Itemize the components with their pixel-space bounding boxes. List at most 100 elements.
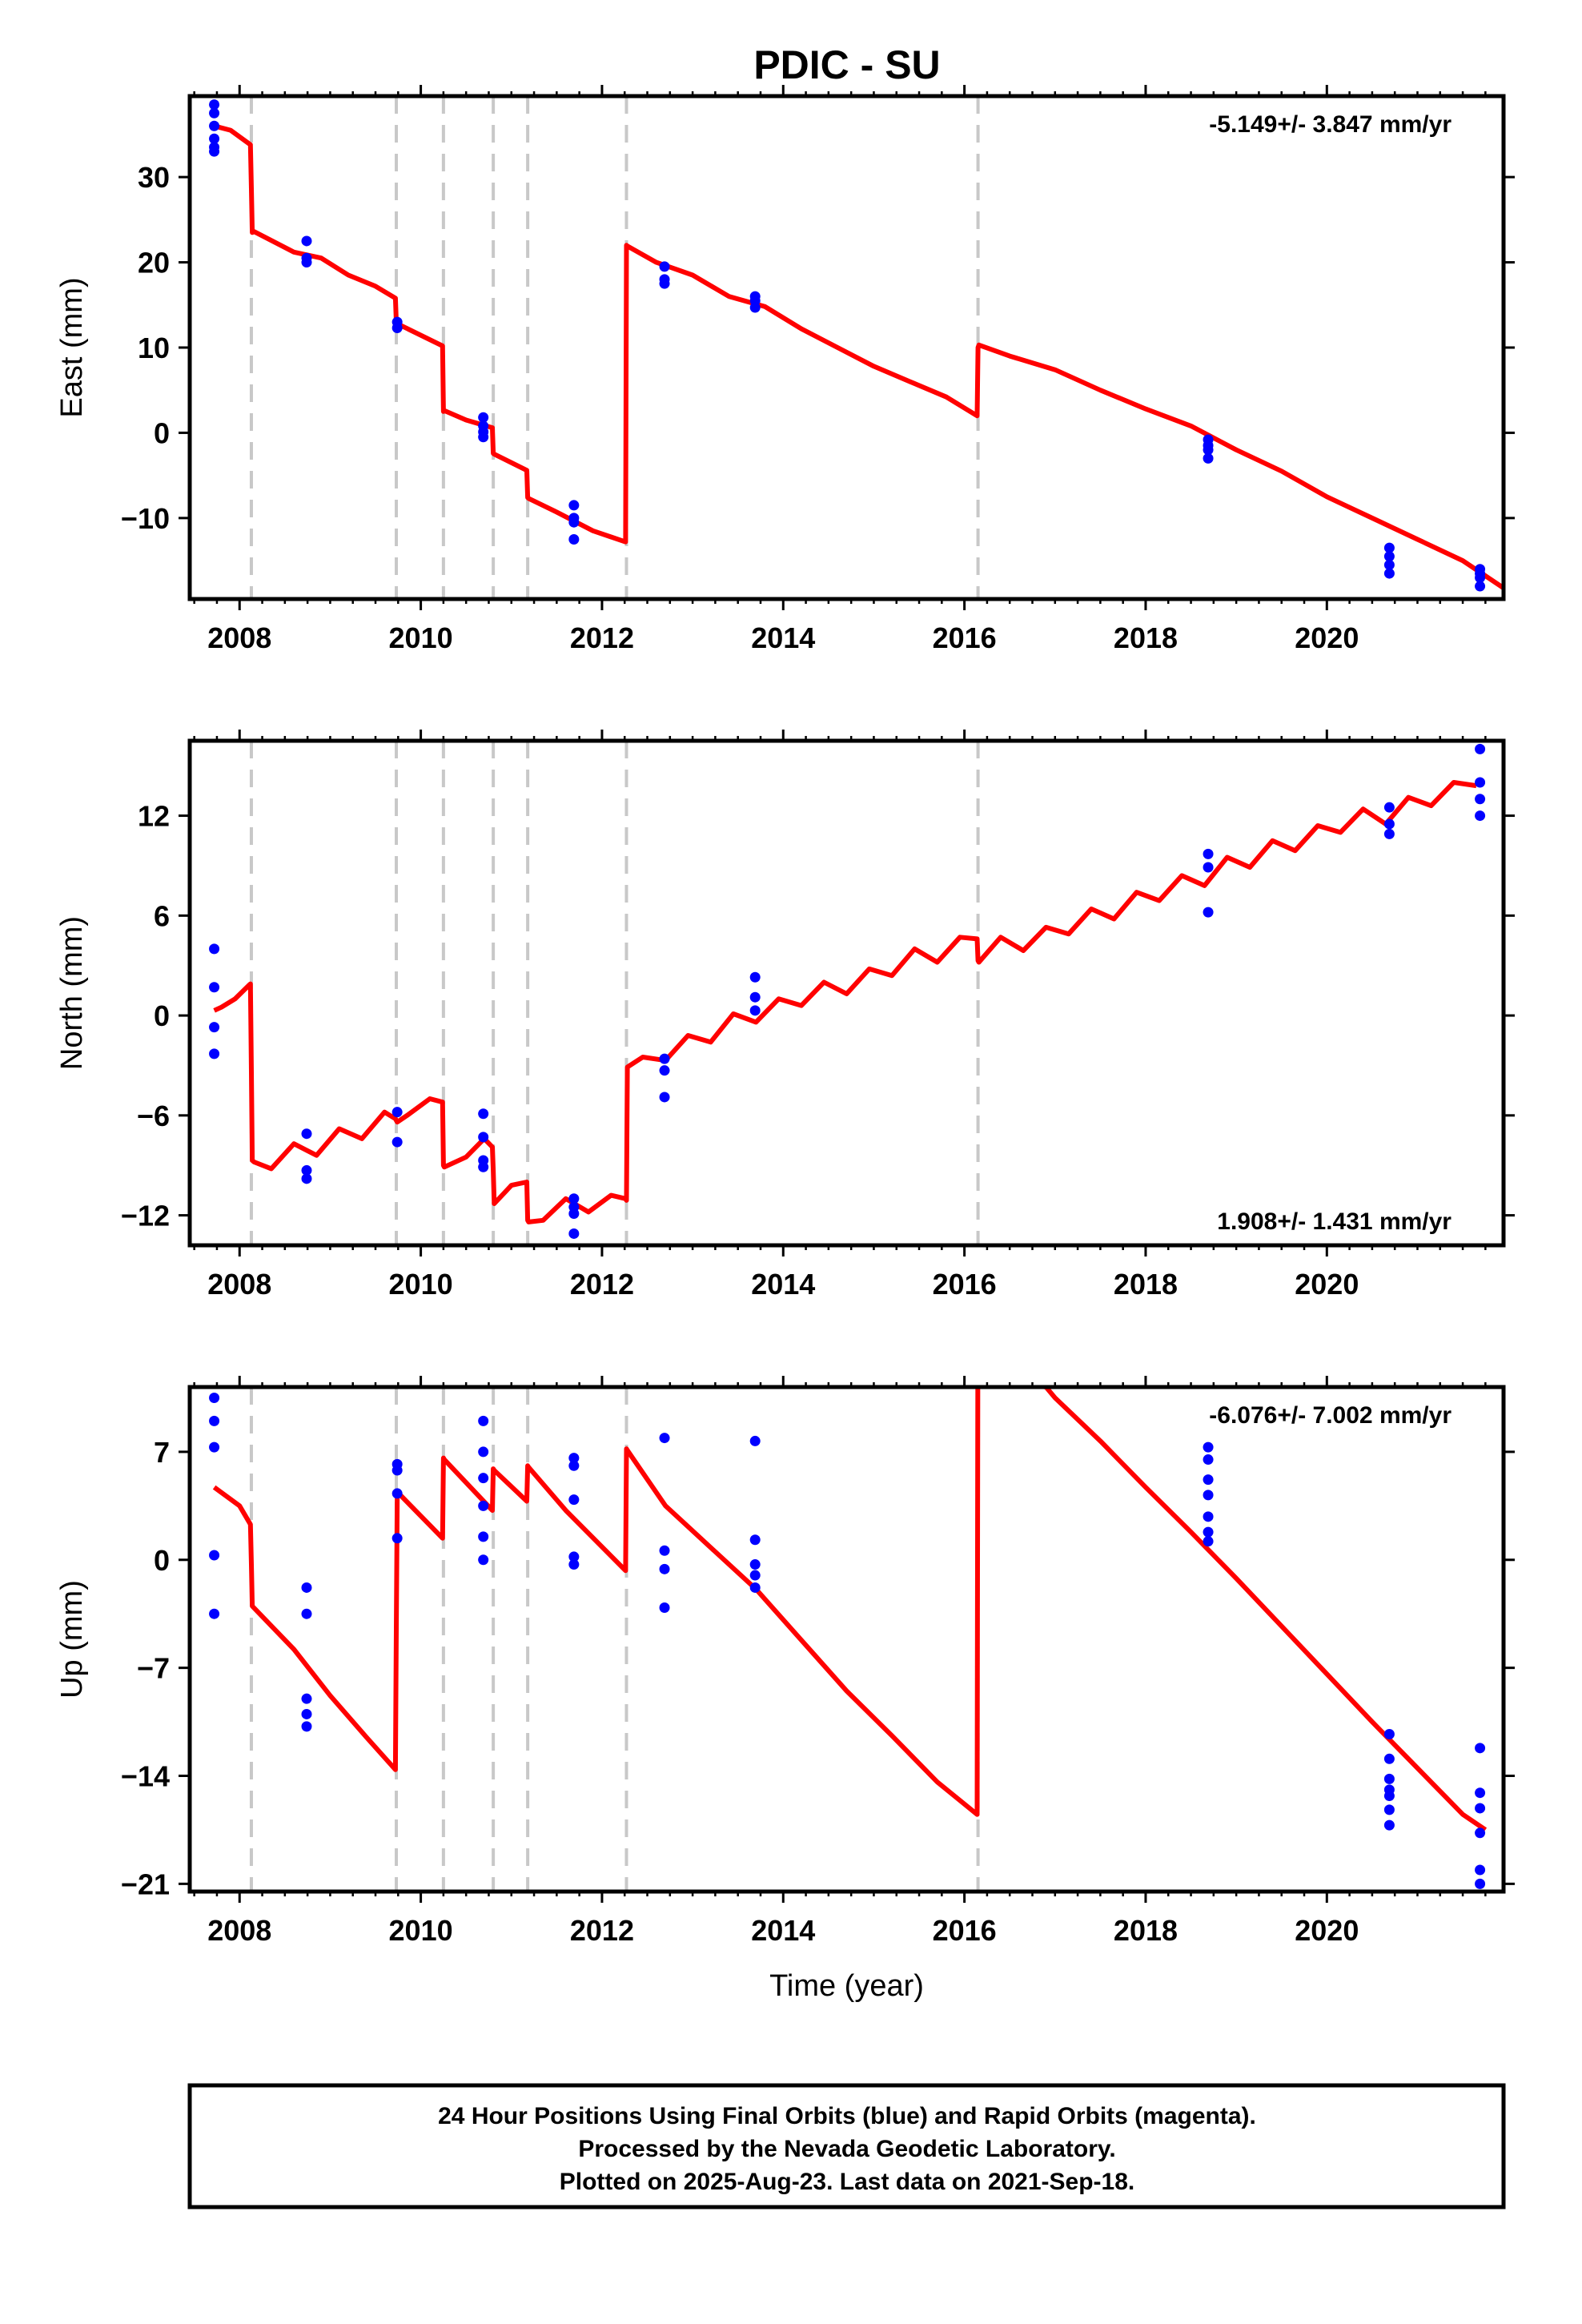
data-point: [1203, 444, 1214, 456]
rate-label: -6.076+/- 7.002 mm/yr: [1209, 1402, 1452, 1429]
data-point: [659, 1563, 670, 1574]
data-point: [478, 1473, 489, 1484]
data-point: [301, 1708, 312, 1719]
x-tick-label: 2018: [1114, 1914, 1178, 1947]
data-point: [478, 1446, 489, 1458]
data-point: [568, 500, 580, 511]
data-point: [1383, 818, 1395, 830]
data-point: [209, 107, 220, 119]
data-point: [1203, 1536, 1214, 1547]
data-point: [478, 1554, 489, 1566]
data-point: [568, 517, 580, 528]
data-point: [1203, 1526, 1214, 1538]
data-point: [1383, 1773, 1395, 1784]
data-point: [209, 99, 220, 111]
plot-frame: [187, 94, 1506, 601]
data-point: [659, 261, 670, 272]
y-tick-label: 30: [138, 161, 170, 194]
data-point: [1203, 848, 1214, 859]
panel-up: 2008 2010 2012 2014 2016 2018 2020 −21 −14 −7 0 7 Up…: [55, 1376, 1515, 2003]
data-point: [1203, 1441, 1214, 1453]
data-point: [301, 1608, 312, 1619]
data-point: [749, 991, 761, 1003]
x-tick-label: 2010: [389, 621, 453, 654]
data-point: [391, 1136, 403, 1148]
data-point: [1475, 572, 1486, 583]
data-point: [1383, 802, 1395, 813]
y-tick-label: 12: [138, 800, 170, 833]
data-point: [301, 1582, 312, 1593]
data-point: [301, 1173, 312, 1184]
data-point: [1203, 907, 1214, 918]
y-tick-label: 0: [154, 999, 170, 1032]
y-tick-label: 6: [154, 899, 170, 932]
data-point: [1203, 1490, 1214, 1501]
data-point: [391, 323, 403, 334]
x-tick-label: 2018: [1114, 1268, 1178, 1301]
data-point: [391, 1488, 403, 1499]
data-point: [1383, 828, 1395, 839]
data-point: [1383, 551, 1395, 562]
y-tick-label: −6: [137, 1100, 170, 1132]
data-point: [1475, 1878, 1486, 1889]
data-point: [659, 1092, 670, 1103]
rate-label: 1.908+/- 1.431 mm/yr: [1217, 1208, 1452, 1235]
x-tick-label: 2016: [933, 1914, 997, 1947]
data-point: [391, 1107, 403, 1118]
data-point: [391, 1465, 403, 1476]
data-point: [568, 1460, 580, 1471]
data-point: [659, 1602, 670, 1614]
data-point: [1475, 1864, 1486, 1876]
data-point: [478, 1500, 489, 1511]
x-tick-label: 2018: [1114, 621, 1178, 654]
data-point: [478, 1108, 489, 1120]
x-tick-label: 2020: [1295, 1914, 1359, 1947]
data-point: [568, 533, 580, 545]
x-tick-label: 2020: [1295, 1268, 1359, 1301]
model-line: [213, 123, 1504, 590]
data-point: [749, 1582, 761, 1593]
x-tick-label: 2014: [751, 621, 815, 654]
data-point: [1383, 542, 1395, 553]
data-point: [1475, 1803, 1486, 1814]
data-point: [659, 278, 670, 289]
data-point: [1383, 568, 1395, 579]
y-tick-label: −21: [121, 1868, 170, 1900]
data-point: [749, 1005, 761, 1016]
y-tick-label: −14: [121, 1760, 170, 1793]
x-axis-label: Time (year): [769, 1969, 924, 2003]
data-point: [568, 1494, 580, 1506]
panel-north: 2008 2010 2012 2014 2016 2018 2020 −12 −6 0 6 12 Nor…: [55, 730, 1515, 1301]
x-tick-label: 2014: [751, 1914, 815, 1947]
panel-east: 2008 2010 2012 2014 2016 2018 2020 −10 0 10 20 30 Ea…: [55, 85, 1515, 654]
data-point: [1475, 1743, 1486, 1754]
data-point: [1383, 1728, 1395, 1739]
footer-line-3: Plotted on 2025-Aug-23. Last data on 202…: [560, 2169, 1135, 2195]
data-point: [209, 943, 220, 955]
data-point: [1203, 452, 1214, 464]
data-point: [749, 1534, 761, 1546]
x-tick-label: 2012: [570, 621, 634, 654]
data-point: [659, 1433, 670, 1444]
y-tick-label: 10: [138, 332, 170, 364]
y-axis-label: North (mm): [55, 916, 89, 1070]
data-point: [1383, 559, 1395, 570]
footer-line-2: Processed by the Nevada Geodetic Laborat…: [578, 2136, 1115, 2162]
y-tick-label: 20: [138, 247, 170, 279]
chart-title: PDIC - SU: [753, 42, 940, 87]
data-point: [1383, 1804, 1395, 1815]
x-tick-label: 2008: [207, 1914, 271, 1947]
data-point: [568, 1208, 580, 1219]
data-point: [391, 1533, 403, 1544]
x-tick-label: 2014: [751, 1268, 815, 1301]
x-tick-label: 2020: [1295, 621, 1359, 654]
data-point: [1203, 1474, 1214, 1486]
data-point: [478, 1132, 489, 1143]
y-tick-label: −12: [121, 1200, 170, 1232]
data-point: [1475, 1827, 1486, 1839]
x-tick-label: 2012: [570, 1268, 634, 1301]
data-point: [301, 235, 312, 247]
data-point: [209, 1392, 220, 1403]
data-point: [659, 1065, 670, 1076]
